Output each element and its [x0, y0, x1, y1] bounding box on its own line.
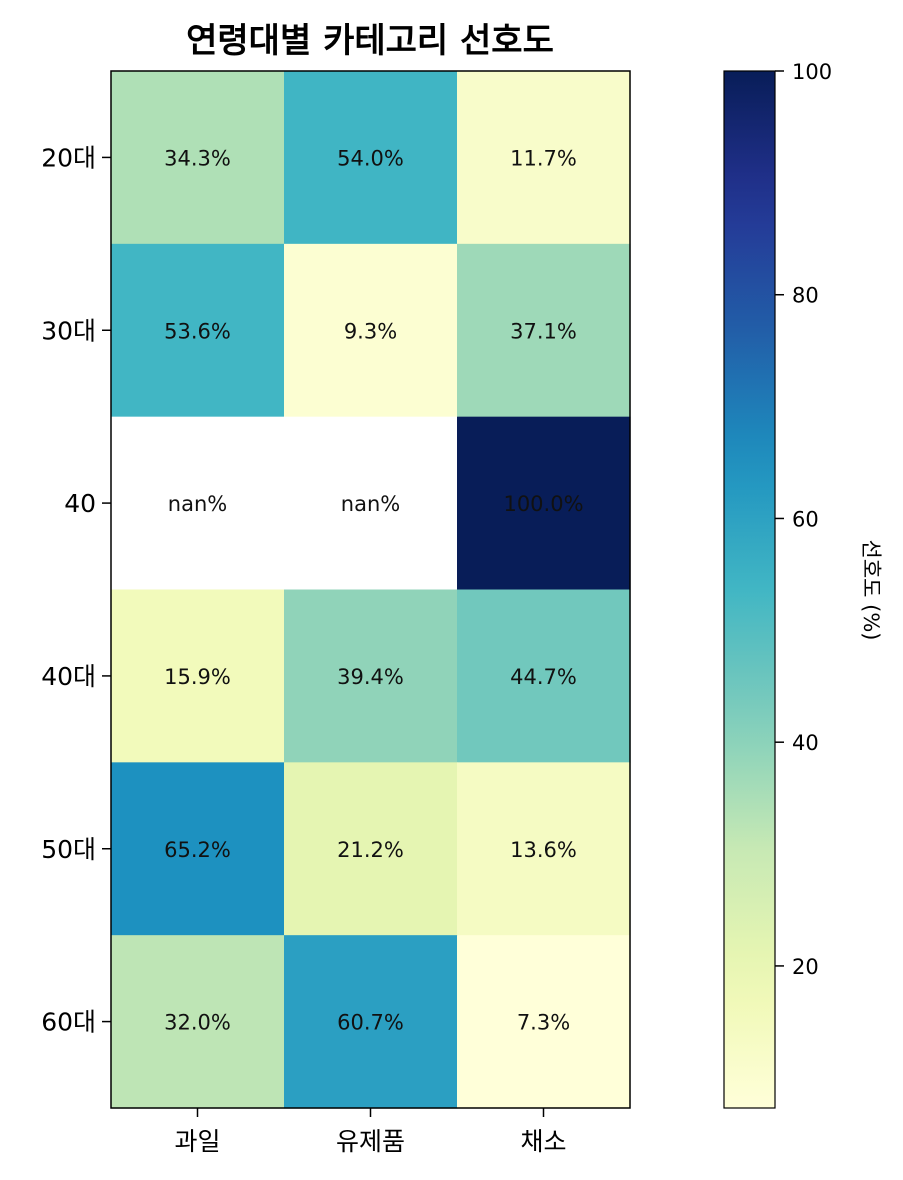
cell-value-label: 39.4% — [337, 665, 404, 689]
chart-title: 연령대별 카테고리 선호도 — [186, 21, 554, 61]
colorbar-label: 선호도 (%) — [859, 540, 883, 641]
x-tick-label: 채소 — [520, 1127, 566, 1156]
colorbar-axis: 20 40 60 80 100 — [775, 60, 832, 979]
heatmap-cell — [284, 762, 458, 936]
heatmap-cell — [284, 71, 458, 245]
x-tick-label: 과일 — [174, 1127, 220, 1156]
heatmap-cell — [111, 935, 285, 1109]
y-tick-label: 40 — [64, 489, 96, 518]
cell-value-label: 9.3% — [344, 319, 397, 343]
x-tick-label: 유제품 — [336, 1127, 405, 1156]
heatmap-cell — [284, 243, 458, 418]
cell-value-label: 11.7% — [510, 146, 577, 170]
cell-value-label: 32.0% — [164, 1011, 231, 1035]
cell-value-label: 44.7% — [510, 665, 577, 689]
heatmap-cells — [111, 71, 631, 1109]
y-axis: 20대 30대 40 40대 50대 60대 — [41, 143, 111, 1037]
colorbar-tick-label: 20 — [792, 955, 819, 979]
heatmap-cell — [457, 243, 631, 418]
y-tick-label: 60대 — [41, 1008, 96, 1037]
heatmap-cell — [457, 762, 631, 936]
cell-value-label: 37.1% — [510, 319, 577, 343]
colorbar-tick-label: 80 — [792, 284, 819, 308]
y-tick-label: 50대 — [41, 835, 96, 864]
cell-value-label: 54.0% — [337, 146, 404, 170]
y-tick-label: 30대 — [41, 316, 96, 345]
heatmap-cell — [457, 935, 631, 1109]
cell-value-label: 65.2% — [164, 838, 231, 862]
cell-value-label: 60.7% — [337, 1011, 404, 1035]
heatmap-cell — [284, 589, 458, 763]
y-tick-label: 40대 — [41, 662, 96, 691]
cell-value-label: 13.6% — [510, 838, 577, 862]
heatmap-cell — [111, 589, 285, 763]
colorbar-tick-label: 60 — [792, 507, 819, 531]
heatmap-cell-labels: 34.3% 54.0% 11.7% 53.6% 9.3% 37.1% nan% nan% 100… — [164, 146, 583, 1034]
cell-value-label: 15.9% — [164, 665, 231, 689]
colorbar-tick-label: 100 — [792, 60, 832, 84]
x-axis: 과일 유제품 채소 — [174, 1108, 567, 1156]
y-tick-label: 20대 — [41, 143, 96, 172]
heatmap-cell — [111, 762, 285, 936]
heatmap-cell — [111, 71, 285, 245]
cell-value-label: 100.0% — [503, 492, 583, 516]
cell-value-label: 7.3% — [517, 1011, 570, 1035]
heatmap-cell — [284, 416, 458, 591]
heatmap-cell — [284, 935, 458, 1109]
cell-value-label: 53.6% — [164, 319, 231, 343]
heatmap-cell — [457, 589, 631, 763]
colorbar-tick-label: 40 — [792, 731, 819, 755]
heatmap-cell — [457, 416, 631, 591]
cell-value-label: nan% — [341, 492, 400, 516]
cell-value-label: 21.2% — [337, 838, 404, 862]
heatmap-cell — [111, 416, 285, 591]
heatmap-cell — [457, 71, 631, 245]
cell-value-label: nan% — [168, 492, 227, 516]
cell-value-label: 34.3% — [164, 146, 231, 170]
colorbar — [723, 70, 776, 1109]
heatmap-cell — [111, 243, 285, 418]
